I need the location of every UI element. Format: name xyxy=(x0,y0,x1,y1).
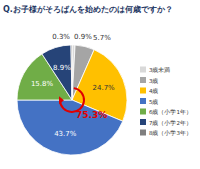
slice xyxy=(17,100,123,155)
data-label: 8.9% xyxy=(53,64,71,72)
legend-label: 5歳 xyxy=(149,99,159,105)
chart: Q.お子様がそろばんを始めたのは何歳ですか？ 0.9%5.7% 24.7% 43.7%… xyxy=(0,0,200,169)
legend-label: 8歳（小学3年） xyxy=(149,130,192,137)
legend-swatch xyxy=(140,77,146,83)
legend-label: 3歳 xyxy=(149,78,159,84)
legend-swatch xyxy=(140,119,146,125)
annotation-arrowhead xyxy=(59,96,64,104)
legend-label: 3歳未満 xyxy=(149,67,171,73)
legend-swatch xyxy=(140,98,146,104)
legend: 3歳未満 3歳 4歳 5歳 6歳（小学1年） 7歳（小学2年） 8歳（小学3年） xyxy=(140,67,192,138)
legend-label: 7歳（小学2年） xyxy=(149,120,192,127)
legend-swatch xyxy=(140,109,146,115)
slice xyxy=(71,45,72,100)
data-label: 0.3% xyxy=(52,33,70,41)
legend-swatch xyxy=(140,130,146,136)
data-label: 24.7% xyxy=(93,84,116,92)
data-label: 0.9% xyxy=(74,33,92,41)
legend-label: 6歳（小学1年） xyxy=(149,109,192,116)
slice xyxy=(42,45,72,100)
data-label: 43.7% xyxy=(54,130,77,138)
annotation: 75.3% xyxy=(76,110,107,120)
annotation-arrow xyxy=(60,88,84,112)
legend-swatch xyxy=(140,67,146,73)
legend-label: 4歳 xyxy=(149,88,159,94)
slices xyxy=(17,45,127,155)
legend-swatch xyxy=(140,88,146,94)
data-labels: 0.9%5.7% 24.7% 43.7% 15.8% 8.9% 0.3% xyxy=(31,33,115,138)
data-label: 5.7% xyxy=(93,34,111,42)
title: Q.お子様がそろばんを始めたのは何歳ですか？ xyxy=(3,5,173,14)
data-label: 15.8% xyxy=(31,80,54,88)
slice xyxy=(72,50,127,122)
